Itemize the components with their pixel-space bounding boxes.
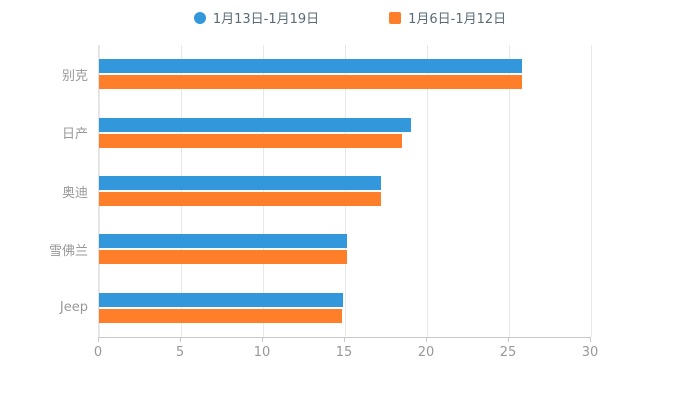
bar (99, 234, 347, 249)
tick-mark (180, 338, 181, 342)
legend: 1月13日-1月19日 1月6日-1月12日 (0, 8, 700, 27)
bar (99, 176, 382, 191)
bar-rows (99, 45, 591, 337)
tick-mark (590, 338, 591, 342)
x-tick-label: 10 (253, 345, 271, 360)
gridline (427, 45, 428, 337)
bar (99, 192, 382, 207)
plot-area (98, 45, 592, 338)
y-axis-labels: 别克日产奥迪雪佛兰 Jeep (0, 45, 90, 337)
gridline (345, 45, 346, 337)
legend-label: 1月6日-1月12日 (408, 12, 507, 27)
x-tick-label: 15 (335, 345, 353, 360)
bar-group (99, 45, 591, 103)
legend-label: 1月13日-1月19日 (212, 12, 320, 27)
legend-item[interactable]: 1月6日-1月12日 (389, 8, 506, 27)
x-tick-label: 30 (581, 345, 599, 360)
x-tick-label: 0 (93, 345, 103, 360)
bar (99, 75, 523, 90)
tick-mark (508, 338, 509, 342)
gridline (99, 45, 100, 337)
x-tick-label: 25 (499, 345, 517, 360)
gridline (263, 45, 264, 337)
legend-item[interactable]: 1月13日-1月19日 (193, 8, 320, 27)
bar (99, 292, 344, 307)
category-label: 雪佛兰 (48, 243, 88, 259)
category-label: 别克 (61, 68, 88, 84)
bar (99, 250, 347, 265)
x-axis: 0 5 10 15 20 25 30 (94, 338, 598, 362)
bar (99, 133, 403, 148)
tick-mark (344, 338, 345, 342)
bar-group (99, 103, 591, 161)
category-label: 奥迪 (61, 185, 88, 201)
circle-marker-icon (193, 11, 206, 24)
category-label: 日产 (61, 127, 88, 143)
bar-group (99, 220, 591, 278)
bar-group (99, 279, 591, 337)
gridline (181, 45, 182, 337)
tick-mark (98, 338, 99, 342)
x-tick-label: 20 (417, 345, 435, 360)
x-tick-label: 5 (175, 345, 185, 360)
bar-group (99, 162, 591, 220)
gridline (509, 45, 510, 337)
gridline (591, 45, 592, 337)
square-marker-icon (389, 11, 402, 24)
bar (99, 59, 523, 74)
tick-mark (262, 338, 263, 342)
tick-mark (426, 338, 427, 342)
bar (99, 117, 411, 132)
category-label: Jeep (59, 300, 88, 316)
bar (99, 308, 342, 323)
